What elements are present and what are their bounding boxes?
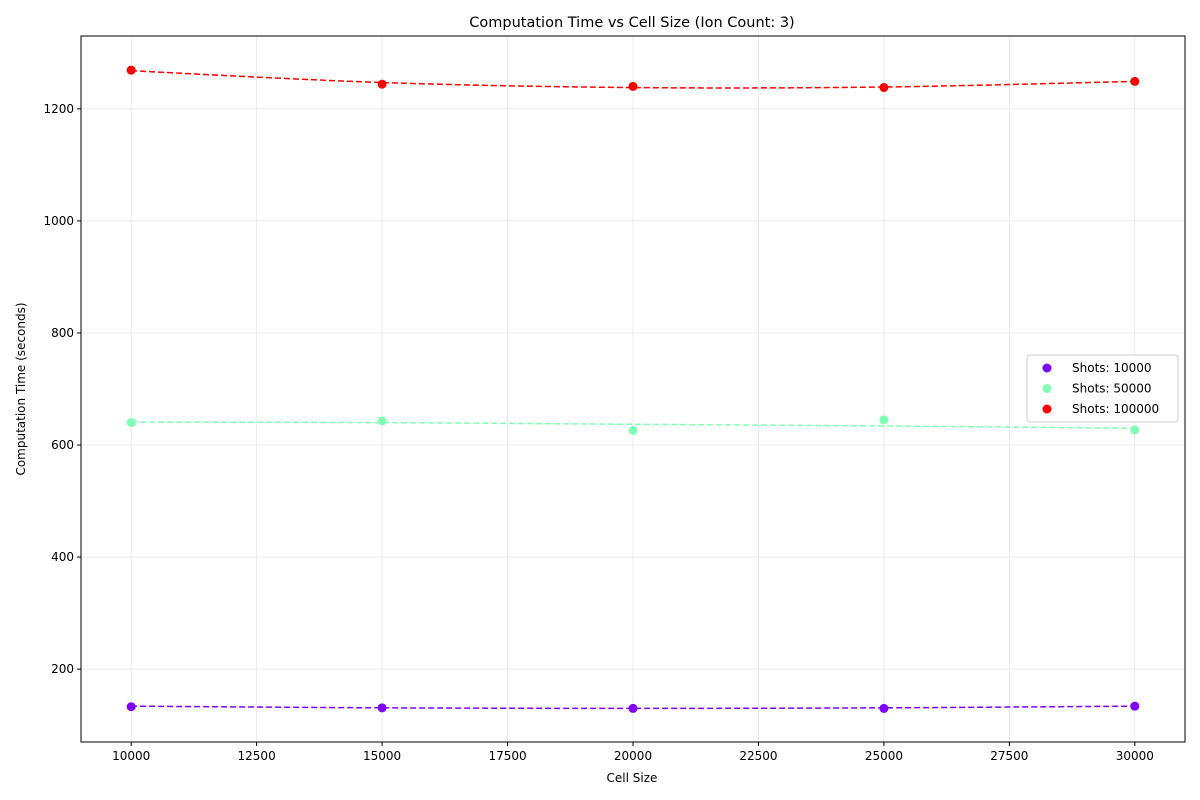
data-point-series-1 — [126, 702, 136, 712]
data-point-series-3 — [377, 79, 387, 89]
data-point-series-3 — [1130, 76, 1140, 86]
y-tick-label: 1000 — [43, 214, 74, 228]
data-point-series-3 — [879, 83, 889, 93]
x-tick-label: 25000 — [865, 749, 903, 763]
x-axis-ticks: 10000 12500 15000 17500 20000 22500 25000 27500… — [112, 742, 1154, 763]
x-tick-label: 17500 — [488, 749, 526, 763]
legend: Shots: 10000 Shots: 50000 Shots: 100000 — [1026, 354, 1179, 423]
trend-line-series-1 — [131, 705, 1135, 710]
y-axis-label: Computation Time (seconds) — [14, 302, 28, 475]
x-tick-label: 15000 — [363, 749, 401, 763]
x-tick-label: 27500 — [990, 749, 1028, 763]
y-tick-label: 1200 — [43, 102, 74, 116]
legend-label: Shots: 10000 — [1072, 361, 1152, 375]
trend-line-series-2 — [131, 421, 1135, 429]
data-point-series-1 — [377, 703, 387, 713]
trend-line-series-3 — [131, 69, 1135, 89]
grid — [81, 36, 1185, 742]
data-point-series-2 — [126, 418, 136, 428]
legend-box — [1026, 354, 1179, 423]
data-point-series-1 — [1130, 701, 1140, 711]
x-tick-label: 10000 — [112, 749, 150, 763]
data-point-series-2 — [879, 415, 889, 425]
y-tick-label: 600 — [51, 438, 74, 452]
y-axis-ticks: 200 400 600 800 1000 1200 — [43, 102, 81, 676]
x-tick-label: 30000 — [1116, 749, 1154, 763]
legend-marker — [1042, 404, 1052, 414]
data-points — [126, 65, 1140, 713]
legend-label: Shots: 100000 — [1072, 402, 1159, 416]
chart-title: Computation Time vs Cell Size (Ion Count… — [469, 15, 794, 31]
x-tick-label: 12500 — [238, 749, 276, 763]
data-point-series-2 — [628, 425, 638, 435]
legend-marker — [1042, 384, 1052, 393]
x-tick-label: 20000 — [614, 749, 652, 763]
x-axis-label: Cell Size — [607, 771, 658, 785]
y-tick-label: 800 — [51, 326, 74, 340]
legend-marker — [1042, 363, 1052, 373]
data-point-series-3 — [126, 65, 136, 75]
data-point-series-2 — [1130, 425, 1140, 435]
data-point-series-1 — [628, 703, 638, 713]
data-point-series-3 — [628, 81, 638, 91]
data-point-series-2 — [377, 416, 387, 426]
y-tick-label: 200 — [51, 662, 74, 676]
y-tick-label: 400 — [51, 550, 74, 564]
x-tick-label: 22500 — [739, 749, 777, 763]
trend-lines — [131, 69, 1135, 710]
data-point-series-1 — [879, 703, 889, 713]
legend-label: Shots: 50000 — [1072, 382, 1152, 396]
